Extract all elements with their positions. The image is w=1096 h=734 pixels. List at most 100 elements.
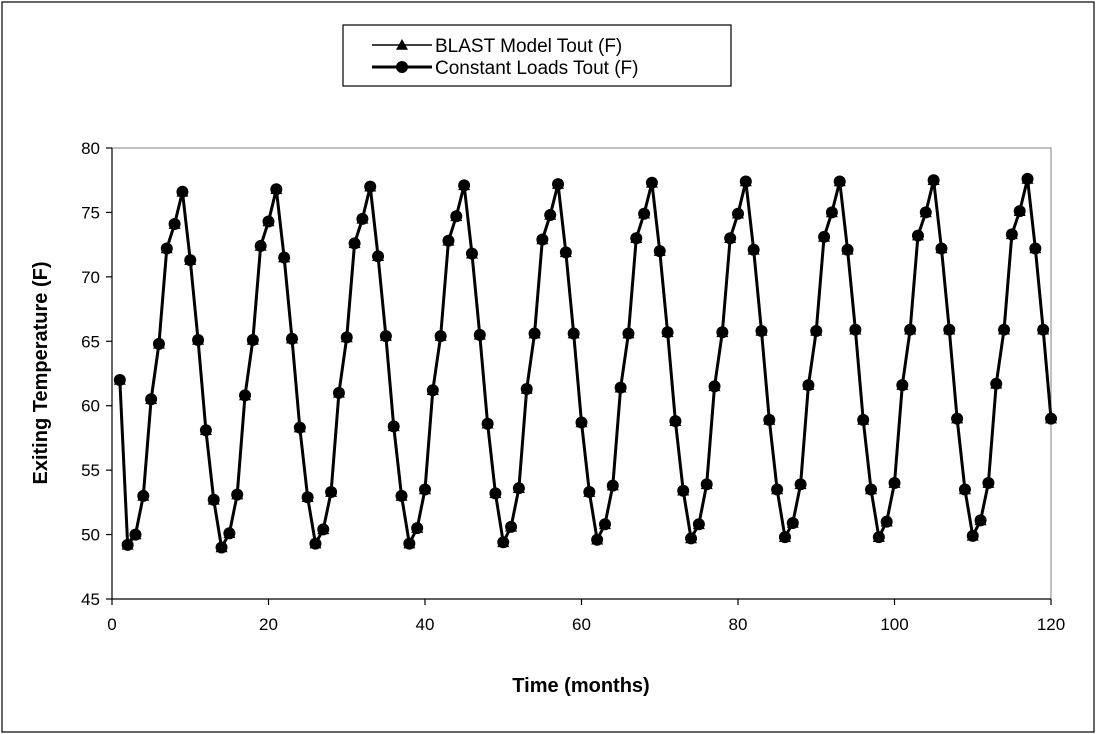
series-layer xyxy=(113,172,1057,554)
data-point xyxy=(121,538,134,551)
data-point xyxy=(732,207,744,220)
data-point xyxy=(724,232,737,245)
data-point xyxy=(943,323,956,336)
data-point xyxy=(606,479,619,492)
legend-label: Constant Loads Tout (F) xyxy=(435,58,638,79)
legend-marker-triangle xyxy=(396,39,408,50)
data-point xyxy=(645,176,658,189)
data-point xyxy=(434,330,447,343)
data-point xyxy=(1029,242,1042,255)
y-tick-label: 60 xyxy=(81,397,100,416)
data-point xyxy=(998,323,1011,336)
data-point xyxy=(865,483,878,496)
data-point xyxy=(278,251,291,264)
data-point xyxy=(442,234,455,247)
data-point xyxy=(958,483,971,496)
x-tick-label: 120 xyxy=(1037,615,1065,634)
legend-marker-circle xyxy=(396,61,408,73)
data-point xyxy=(411,522,424,535)
data-point xyxy=(896,379,909,392)
y-tick-label: 50 xyxy=(81,526,100,545)
data-point xyxy=(911,229,924,242)
data-point xyxy=(372,250,385,263)
data-point xyxy=(904,323,917,336)
data-point xyxy=(872,531,885,544)
data-point xyxy=(340,331,353,344)
data-point xyxy=(512,482,525,495)
data-point xyxy=(692,518,705,531)
legend: BLAST Model Tout (F)Constant Loads Tout … xyxy=(342,24,732,87)
data-point xyxy=(262,215,275,228)
data-point xyxy=(567,327,580,340)
data-point xyxy=(802,379,815,392)
data-point xyxy=(207,493,220,506)
data-point xyxy=(325,486,338,499)
data-point xyxy=(825,206,838,219)
data-point xyxy=(137,489,150,502)
data-point xyxy=(403,537,416,550)
data-point xyxy=(990,377,1003,390)
data-point xyxy=(614,381,627,394)
data-point xyxy=(309,537,322,550)
data-point xyxy=(1013,205,1026,218)
data-point xyxy=(465,247,478,260)
data-point xyxy=(919,206,932,219)
data-point xyxy=(755,324,768,337)
legend-label: BLAST Model Tout (F) xyxy=(435,36,622,57)
data-point xyxy=(974,514,987,527)
data-point xyxy=(849,323,862,336)
data-point xyxy=(880,515,893,528)
y-tick-label: 45 xyxy=(81,590,100,609)
y-tick-label: 80 xyxy=(81,139,100,158)
data-point xyxy=(301,491,314,504)
data-point xyxy=(184,254,197,267)
data-point xyxy=(426,384,439,397)
data-point xyxy=(1021,172,1034,185)
data-point xyxy=(598,518,611,531)
data-point xyxy=(458,179,471,192)
data-point xyxy=(559,246,572,259)
data-point xyxy=(168,218,181,231)
data-point xyxy=(497,536,510,549)
data-point xyxy=(771,483,784,496)
data-point xyxy=(857,413,870,426)
data-point xyxy=(387,420,400,433)
legend-entry: BLAST Model Tout (F) xyxy=(372,36,622,57)
data-point xyxy=(293,421,306,434)
data-point xyxy=(935,242,948,255)
data-point xyxy=(700,478,713,491)
data-point xyxy=(982,477,995,490)
data-point xyxy=(223,527,236,540)
data-point xyxy=(888,477,901,490)
data-point xyxy=(716,326,729,339)
data-point xyxy=(239,389,252,402)
data-point xyxy=(966,529,979,542)
data-point xyxy=(661,326,674,339)
data-point xyxy=(528,327,541,340)
data-point xyxy=(176,185,189,198)
x-tick-label: 60 xyxy=(572,615,591,634)
data-point xyxy=(246,333,259,346)
data-point xyxy=(520,382,533,395)
data-point xyxy=(630,232,643,245)
data-point xyxy=(395,489,408,502)
data-point xyxy=(583,486,596,499)
data-point xyxy=(231,488,244,501)
data-point xyxy=(348,237,361,250)
x-tick-label: 100 xyxy=(880,615,908,634)
data-point xyxy=(708,380,721,393)
data-point xyxy=(638,207,651,220)
data-point xyxy=(833,175,846,188)
data-point xyxy=(505,520,518,533)
data-point xyxy=(794,478,807,491)
legend-entry: Constant Loads Tout (F) xyxy=(372,58,638,79)
data-point xyxy=(129,528,142,541)
data-point xyxy=(1005,228,1018,241)
data-point xyxy=(481,417,494,430)
x-tick-label: 20 xyxy=(259,615,278,634)
y-tick-label: 75 xyxy=(81,203,100,222)
data-point xyxy=(332,386,345,399)
data-point xyxy=(113,373,126,386)
series-constant-loads xyxy=(113,172,1057,554)
